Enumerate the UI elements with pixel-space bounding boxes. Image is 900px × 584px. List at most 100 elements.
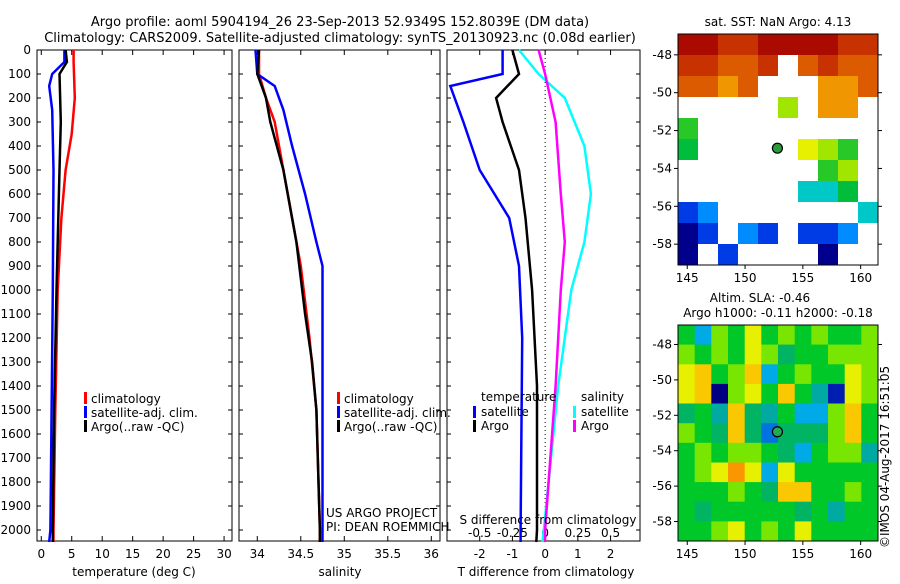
map-cell [828,482,846,503]
map-cell [694,521,712,542]
map-cell [778,34,799,56]
map-cell [778,442,796,463]
map-cell [798,34,819,56]
map-cell [761,364,779,385]
map-cell [711,442,729,463]
difference-xlabel: T difference from climatology [457,565,635,579]
map-cell [678,34,699,56]
map-cell [798,97,819,119]
legend-label: satellite [481,405,529,419]
x-tick-label: 34 [250,547,265,561]
x-tick-label: 150 [734,271,757,285]
y-tick-label: 1300 [0,355,31,369]
map-cell [838,244,859,266]
legend-label: Argo(..raw -QC) [344,420,437,434]
map-cell [794,344,812,365]
map-cell [778,244,799,266]
project-annotation: US ARGO PROJECT [326,506,438,520]
map-cell [738,244,759,266]
map-cell [828,364,846,385]
map-cell [794,482,812,503]
y-tick-label: -48 [652,48,672,62]
y-tick-label: 1800 [0,475,31,489]
map-cell [828,383,846,404]
legend-swatch-argo [84,420,87,432]
x-tick-label: 145 [676,271,699,285]
salinity-xlabel: salinity [318,565,361,579]
map-cell [798,118,819,140]
map-cell [858,160,879,182]
map-cell [844,403,862,424]
map-cell [738,55,759,77]
map-cell [858,76,879,98]
map-cell [678,97,699,119]
x-tick-label: 155 [791,547,814,561]
map-cell [798,181,819,203]
series-t-satellite [448,50,524,542]
map-cell [718,181,739,203]
map-cell [698,181,719,203]
map-cell [711,344,729,365]
map-cell [778,202,799,224]
legend-swatch-satellite [337,406,340,418]
x-tick-label: 10 [95,547,110,561]
sla-map-title: Altim. SLA: -0.46 [710,291,810,305]
map-cell [828,521,846,542]
map-cell [761,501,779,522]
y-tick-label: -58 [652,237,672,251]
map-cell [758,118,779,140]
map-cell [758,55,779,77]
map-cell [778,423,796,444]
map-cell [861,364,879,385]
map-cell [761,383,779,404]
map-cell [718,97,739,119]
map-cell [828,403,846,424]
map-cell [718,76,739,98]
map-cell [828,325,846,346]
map-cell [844,344,862,365]
map-cell [838,139,859,161]
map-cell [744,383,762,404]
map-cell [728,325,746,346]
map-cell [678,160,699,182]
legend-swatch-s-satellite [573,406,576,418]
map-frame [677,324,879,542]
map-cell [838,118,859,140]
map-cell [678,76,699,98]
y-tick-label: 1700 [0,451,31,465]
map-cell [678,501,696,522]
map-cell [838,34,859,56]
map-cell [728,462,746,483]
map-cell [738,34,759,56]
map-cell [798,244,819,266]
map-cell [858,34,879,56]
legend-swatch-satellite [84,406,87,418]
series-argo [256,49,322,542]
map-cell [861,383,879,404]
map-cell [838,202,859,224]
x2-tick-label: 0.5 [601,526,620,540]
y-tick-label: 300 [8,115,31,129]
y-tick-label: 1100 [0,307,31,321]
x-tick-label: 20 [156,547,171,561]
y-tick-label: -56 [652,479,672,493]
x-tick-label: 35 [337,547,352,561]
map-cell [744,442,762,463]
map-cell [678,223,699,245]
y-tick-label: 1200 [0,331,31,345]
map-cell [761,462,779,483]
map-cell [778,139,799,161]
map-cell [694,325,712,346]
map-cell [678,423,696,444]
difference-legend: temperature satellite Argo salinity sate… [473,390,629,433]
map-cell [738,160,759,182]
legend-label: satellite [581,405,629,419]
map-cell [744,364,762,385]
map-cell [728,442,746,463]
map-cell [678,202,699,224]
map-cell [694,403,712,424]
map-cell [844,325,862,346]
map-cell [698,55,719,77]
plot-frame [36,49,233,542]
map-cell [678,462,696,483]
